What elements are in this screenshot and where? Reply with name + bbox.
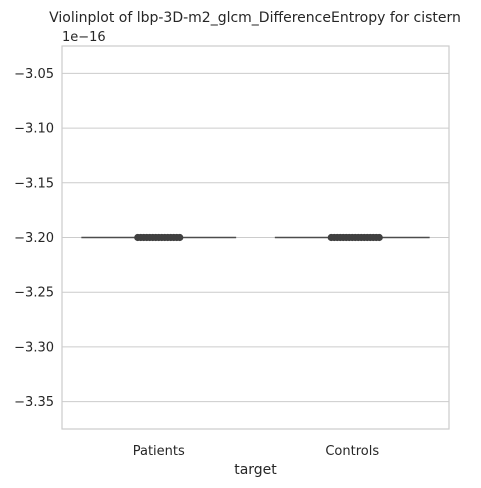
violins xyxy=(81,233,430,242)
chart-title: Violinplot of lbp-3D-m2_glcm_DifferenceE… xyxy=(49,10,461,26)
axis-offset-label: 1e−16 xyxy=(62,30,106,45)
violin-inner-point xyxy=(375,233,383,242)
x-axis-ticks: Patients Controls xyxy=(133,444,380,459)
y-tick-label: −3.05 xyxy=(14,67,54,82)
y-tick-label: −3.10 xyxy=(14,122,54,137)
violin-inner-point xyxy=(176,233,184,242)
y-tick-label: −3.15 xyxy=(14,176,54,191)
plot-frame xyxy=(61,45,450,430)
y-tick-label: −3.25 xyxy=(14,286,54,301)
y-tick-label: −3.30 xyxy=(14,340,54,355)
y-tick-label: −3.35 xyxy=(14,395,54,410)
y-tick-label: −3.20 xyxy=(14,231,54,246)
x-tick-label: Controls xyxy=(325,444,379,459)
y-axis-ticks: −3.05 −3.10 −3.15 −3.20 −3.25 −3.30 −3.35 xyxy=(14,67,54,410)
x-tick-label: Patients xyxy=(133,444,185,459)
x-axis-label: target xyxy=(234,462,277,478)
